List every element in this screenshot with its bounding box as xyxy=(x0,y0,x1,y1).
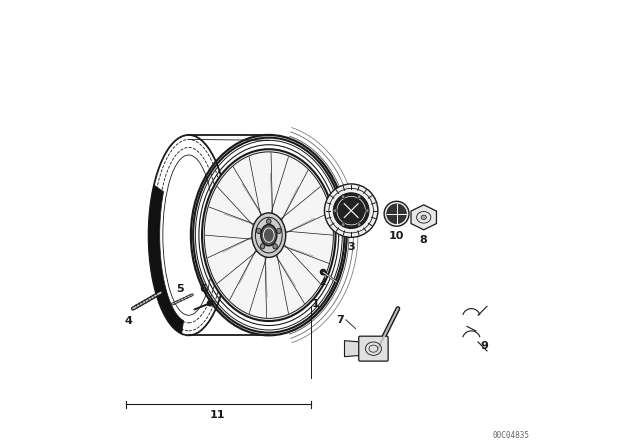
Ellipse shape xyxy=(257,228,261,233)
Text: 00C04835: 00C04835 xyxy=(492,431,529,440)
Text: 6: 6 xyxy=(200,284,207,293)
Ellipse shape xyxy=(267,219,271,224)
Ellipse shape xyxy=(260,244,265,249)
Ellipse shape xyxy=(333,209,337,212)
Circle shape xyxy=(321,269,326,275)
FancyBboxPatch shape xyxy=(359,336,388,361)
Ellipse shape xyxy=(341,195,345,198)
Polygon shape xyxy=(344,340,378,357)
Ellipse shape xyxy=(365,209,369,212)
Ellipse shape xyxy=(324,184,378,237)
Ellipse shape xyxy=(421,215,426,220)
Text: 3: 3 xyxy=(348,242,355,252)
Ellipse shape xyxy=(273,244,277,249)
Ellipse shape xyxy=(260,224,277,246)
Ellipse shape xyxy=(357,195,361,198)
Ellipse shape xyxy=(357,223,361,226)
Polygon shape xyxy=(411,205,436,230)
Ellipse shape xyxy=(276,228,281,233)
Ellipse shape xyxy=(384,201,409,226)
Text: 2: 2 xyxy=(318,277,326,287)
Text: 8: 8 xyxy=(420,235,428,245)
Circle shape xyxy=(207,301,213,306)
Ellipse shape xyxy=(204,152,333,319)
Text: 7: 7 xyxy=(336,315,344,325)
Ellipse shape xyxy=(202,149,335,321)
Text: 1: 1 xyxy=(312,299,319,309)
Polygon shape xyxy=(148,185,184,334)
Text: 11: 11 xyxy=(210,410,225,420)
Ellipse shape xyxy=(252,213,285,258)
Text: 10: 10 xyxy=(389,231,404,241)
Text: 9: 9 xyxy=(481,341,489,351)
Text: 4: 4 xyxy=(125,316,132,326)
Ellipse shape xyxy=(333,193,369,228)
Ellipse shape xyxy=(387,204,406,224)
Text: 5: 5 xyxy=(176,284,184,293)
Ellipse shape xyxy=(341,223,345,226)
